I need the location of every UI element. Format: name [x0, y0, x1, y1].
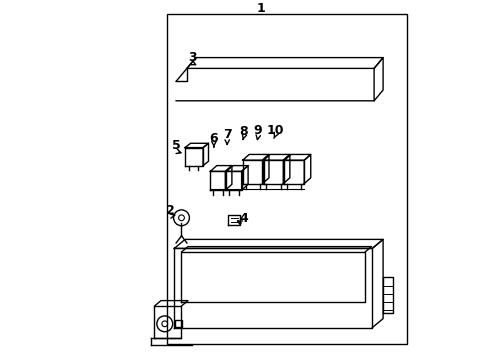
Text: 1: 1	[256, 3, 264, 15]
Text: 5: 5	[171, 139, 180, 152]
Text: 3: 3	[187, 51, 196, 64]
Text: 7: 7	[223, 129, 231, 141]
Bar	[167, 14, 406, 344]
Text: 6: 6	[209, 132, 218, 145]
Text: 9: 9	[253, 124, 262, 137]
Text: 10: 10	[266, 124, 283, 137]
Text: 4: 4	[239, 212, 247, 225]
Text: 8: 8	[239, 125, 247, 138]
Text: 2: 2	[166, 204, 175, 217]
